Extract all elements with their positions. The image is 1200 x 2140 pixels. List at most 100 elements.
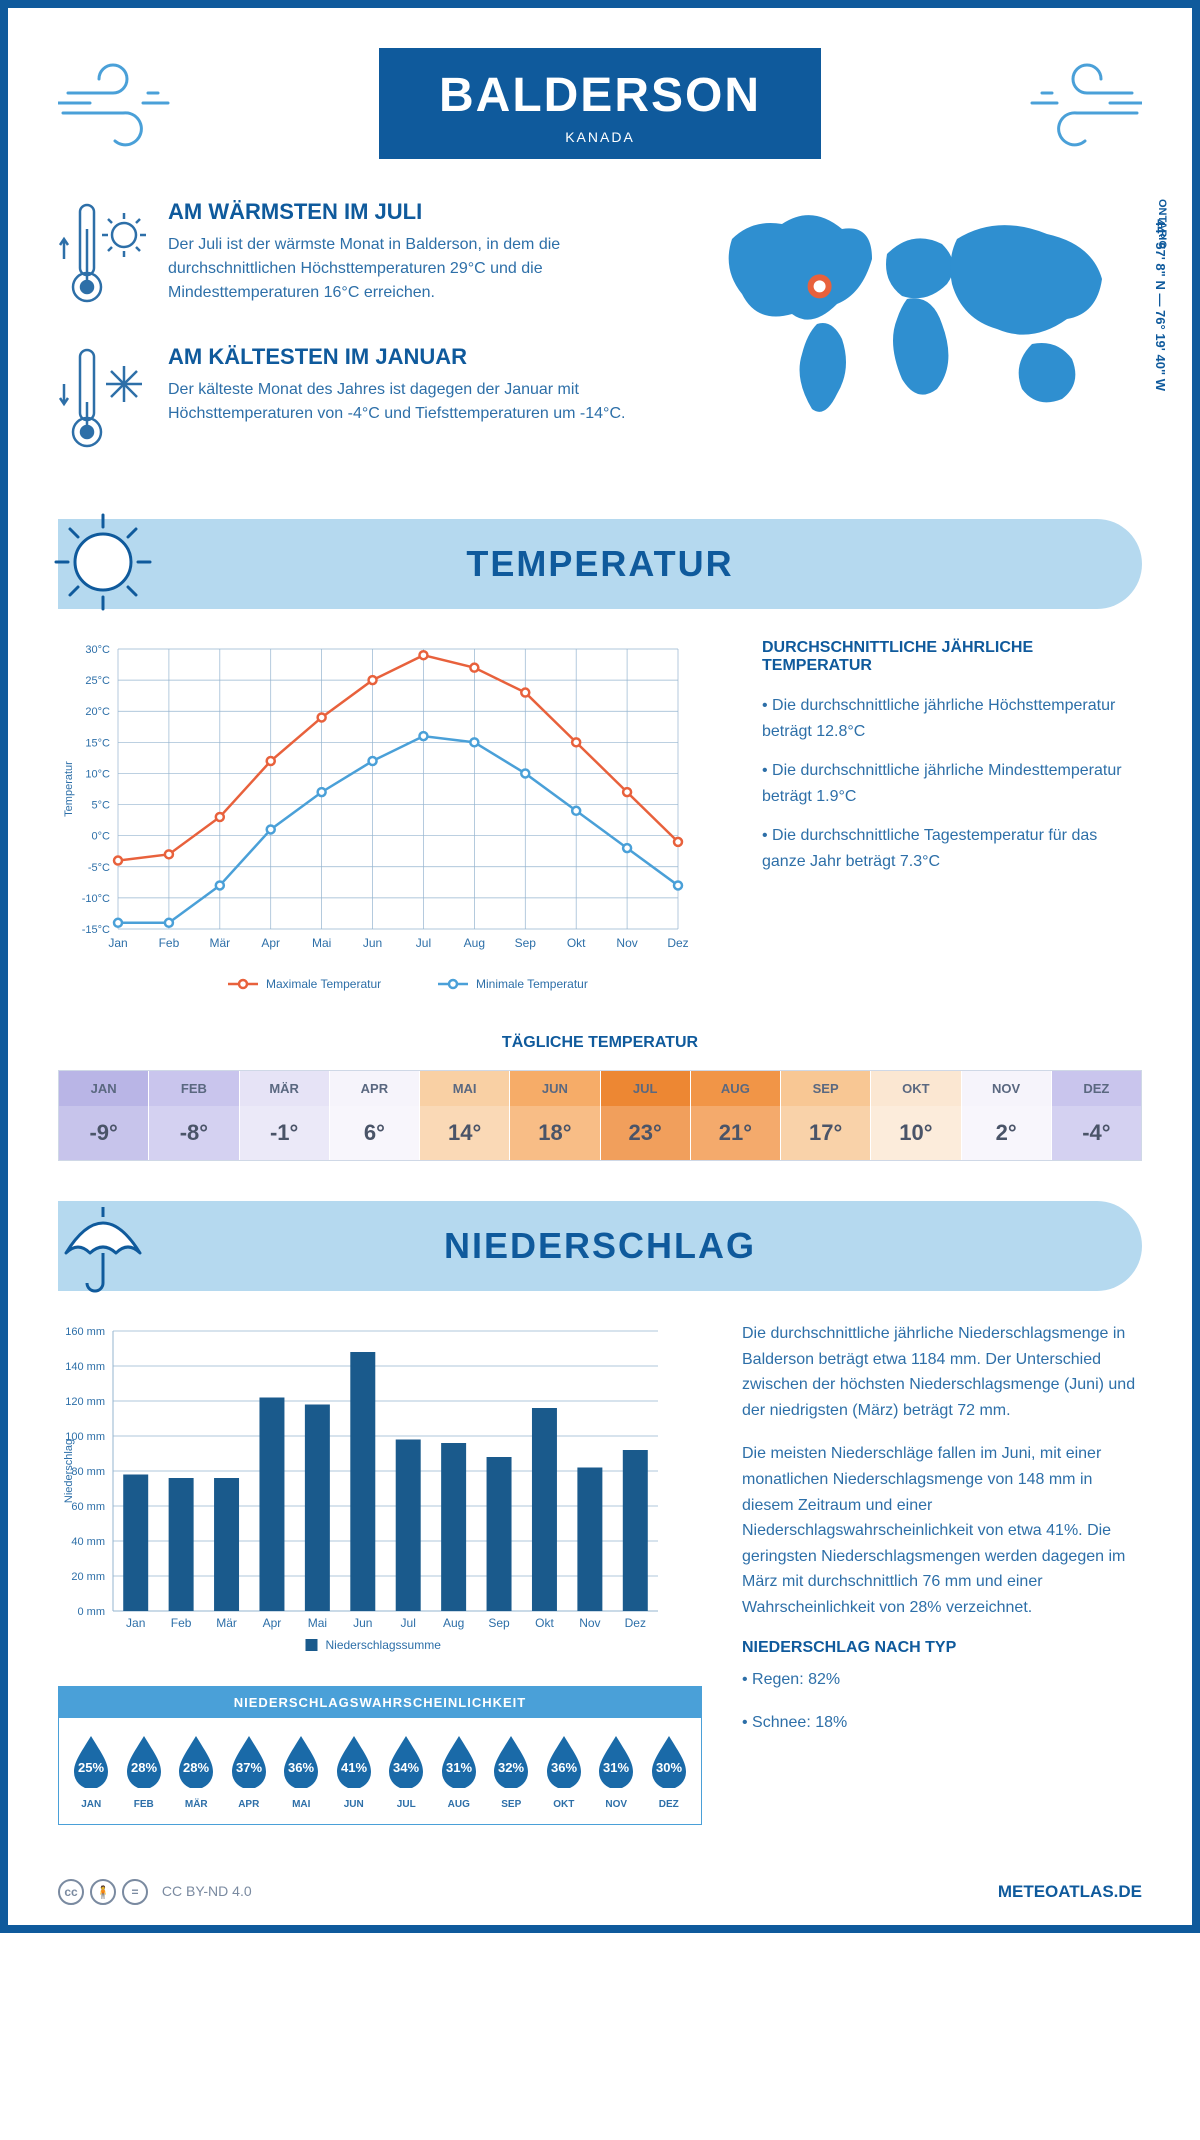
svg-text:Apr: Apr xyxy=(263,1616,282,1630)
cc-icons: cc🧍= xyxy=(58,1879,148,1905)
prob-cell: 28% MÄR xyxy=(172,1732,221,1810)
svg-text:28%: 28% xyxy=(183,1760,209,1775)
prob-cell: 30% DEZ xyxy=(645,1732,694,1810)
fact-warm-title: AM WÄRMSTEN IM JULI xyxy=(168,199,672,225)
svg-text:Apr: Apr xyxy=(261,936,280,950)
prob-cell: 34% JUL xyxy=(382,1732,431,1810)
prob-cell: 32% SEP xyxy=(487,1732,536,1810)
svg-text:Jul: Jul xyxy=(401,1616,416,1630)
prob-cell: 36% OKT xyxy=(540,1732,589,1810)
svg-text:Nov: Nov xyxy=(616,936,637,950)
daily-cell: JAN -9° xyxy=(59,1071,149,1160)
svg-text:20 mm: 20 mm xyxy=(71,1571,105,1583)
prob-cell: 36% MAI xyxy=(277,1732,326,1810)
daily-temp-table: JAN -9° FEB -8° MÄR -1° APR 6° MAI 14° J… xyxy=(58,1070,1142,1161)
header: BALDERSON KANADA xyxy=(58,48,1142,159)
svg-text:10°C: 10°C xyxy=(85,768,110,780)
daily-cell: MAI 14° xyxy=(420,1071,510,1160)
section-banner-temperature: TEMPERATUR xyxy=(58,519,1142,609)
svg-text:Temperatur: Temperatur xyxy=(63,761,75,817)
avg-temp-b2: • Die durchschnittliche jährliche Mindes… xyxy=(762,758,1142,809)
svg-text:Jan: Jan xyxy=(126,1616,145,1630)
daily-cell: FEB -8° xyxy=(149,1071,239,1160)
svg-text:-10°C: -10°C xyxy=(82,893,110,905)
svg-text:140 mm: 140 mm xyxy=(65,1361,105,1373)
license-text: CC BY-ND 4.0 xyxy=(162,1883,252,1899)
svg-text:Aug: Aug xyxy=(443,1616,464,1630)
precip-probability-box: NIEDERSCHLAGSWAHRSCHEINLICHKEIT 25% JAN … xyxy=(58,1686,702,1825)
svg-text:40 mm: 40 mm xyxy=(71,1536,105,1548)
svg-text:60 mm: 60 mm xyxy=(71,1501,105,1513)
daily-cell: NOV 2° xyxy=(962,1071,1052,1160)
daily-temp-title: TÄGLICHE TEMPERATUR xyxy=(58,1034,1142,1052)
precip-text: Die durchschnittliche jährliche Niedersc… xyxy=(742,1321,1142,1825)
svg-text:Sep: Sep xyxy=(488,1616,510,1630)
avg-temp-text: DURCHSCHNITTLICHE JÄHRLICHE TEMPERATUR •… xyxy=(762,639,1142,1004)
svg-text:Mär: Mär xyxy=(209,936,230,950)
section-banner-precip: NIEDERSCHLAG xyxy=(58,1201,1142,1291)
svg-text:Jan: Jan xyxy=(108,936,127,950)
svg-text:20°C: 20°C xyxy=(85,706,110,718)
license: cc🧍= CC BY-ND 4.0 xyxy=(58,1879,252,1905)
intro-row: AM WÄRMSTEN IM JULI Der Juli ist der wär… xyxy=(58,199,1142,489)
svg-text:Mai: Mai xyxy=(312,936,331,950)
daily-cell: AUG 21° xyxy=(691,1071,781,1160)
umbrella-icon xyxy=(48,1189,158,1299)
prob-cell: 31% AUG xyxy=(435,1732,484,1810)
prob-cell: 25% JAN xyxy=(67,1732,116,1810)
svg-text:-15°C: -15°C xyxy=(82,924,110,936)
svg-text:30%: 30% xyxy=(656,1760,682,1775)
svg-text:Nov: Nov xyxy=(579,1616,600,1630)
svg-text:32%: 32% xyxy=(498,1760,524,1775)
precip-p1: Die durchschnittliche jährliche Niedersc… xyxy=(742,1321,1142,1423)
svg-text:Mär: Mär xyxy=(216,1616,237,1630)
svg-text:34%: 34% xyxy=(393,1760,419,1775)
svg-text:0°C: 0°C xyxy=(92,831,111,843)
fact-warmest: AM WÄRMSTEN IM JULI Der Juli ist der wär… xyxy=(58,199,672,314)
daily-cell: APR 6° xyxy=(330,1071,420,1160)
svg-text:Dez: Dez xyxy=(625,1616,646,1630)
svg-text:30°C: 30°C xyxy=(85,644,110,656)
svg-text:25°C: 25°C xyxy=(85,675,110,687)
svg-text:160 mm: 160 mm xyxy=(65,1326,105,1338)
precip-snow: • Schnee: 18% xyxy=(742,1710,1142,1736)
fact-cold-text: Der kälteste Monat des Jahres ist dagege… xyxy=(168,378,672,426)
precip-type-title: NIEDERSCHLAG NACH TYP xyxy=(742,1639,1142,1657)
svg-text:120 mm: 120 mm xyxy=(65,1396,105,1408)
svg-text:41%: 41% xyxy=(341,1760,367,1775)
precip-rain: • Regen: 82% xyxy=(742,1667,1142,1693)
svg-text:Niederschlag: Niederschlag xyxy=(63,1439,75,1503)
title-banner: BALDERSON KANADA xyxy=(379,48,821,159)
thermometer-sun-icon xyxy=(58,199,148,309)
avg-temp-b3: • Die durchschnittliche Tagestemperatur … xyxy=(762,823,1142,874)
daily-cell: DEZ -4° xyxy=(1052,1071,1141,1160)
daily-cell: JUL 23° xyxy=(601,1071,691,1160)
svg-text:Mai: Mai xyxy=(308,1616,327,1630)
svg-text:28%: 28% xyxy=(131,1760,157,1775)
svg-text:Niederschlagssumme: Niederschlagssumme xyxy=(326,1638,442,1652)
daily-cell: OKT 10° xyxy=(871,1071,961,1160)
section-title-temperature: TEMPERATUR xyxy=(466,543,733,585)
svg-text:36%: 36% xyxy=(551,1760,577,1775)
svg-text:80 mm: 80 mm xyxy=(71,1466,105,1478)
thermometer-snow-icon xyxy=(58,344,148,454)
svg-text:Aug: Aug xyxy=(464,936,485,950)
prob-cell: 28% FEB xyxy=(120,1732,169,1810)
precip-p2: Die meisten Niederschläge fallen im Juni… xyxy=(742,1441,1142,1620)
svg-text:-5°C: -5°C xyxy=(88,862,110,874)
wind-icon-left xyxy=(58,58,178,158)
svg-text:Minimale Temperatur: Minimale Temperatur xyxy=(476,977,588,991)
section-title-precip: NIEDERSCHLAG xyxy=(444,1225,756,1267)
svg-text:Feb: Feb xyxy=(171,1616,192,1630)
prob-cell: 37% APR xyxy=(225,1732,274,1810)
temperature-line-chart: -15°C-10°C-5°C0°C5°C10°C15°C20°C25°C30°C… xyxy=(58,639,722,1004)
svg-text:31%: 31% xyxy=(603,1760,629,1775)
svg-text:36%: 36% xyxy=(288,1760,314,1775)
svg-text:Feb: Feb xyxy=(159,936,180,950)
daily-cell: SEP 17° xyxy=(781,1071,871,1160)
daily-cell: JUN 18° xyxy=(510,1071,600,1160)
infographic-page: BALDERSON KANADA xyxy=(0,0,1200,1933)
svg-text:Jul: Jul xyxy=(416,936,431,950)
avg-temp-b1: • Die durchschnittliche jährliche Höchst… xyxy=(762,693,1142,744)
daily-cell: MÄR -1° xyxy=(240,1071,330,1160)
